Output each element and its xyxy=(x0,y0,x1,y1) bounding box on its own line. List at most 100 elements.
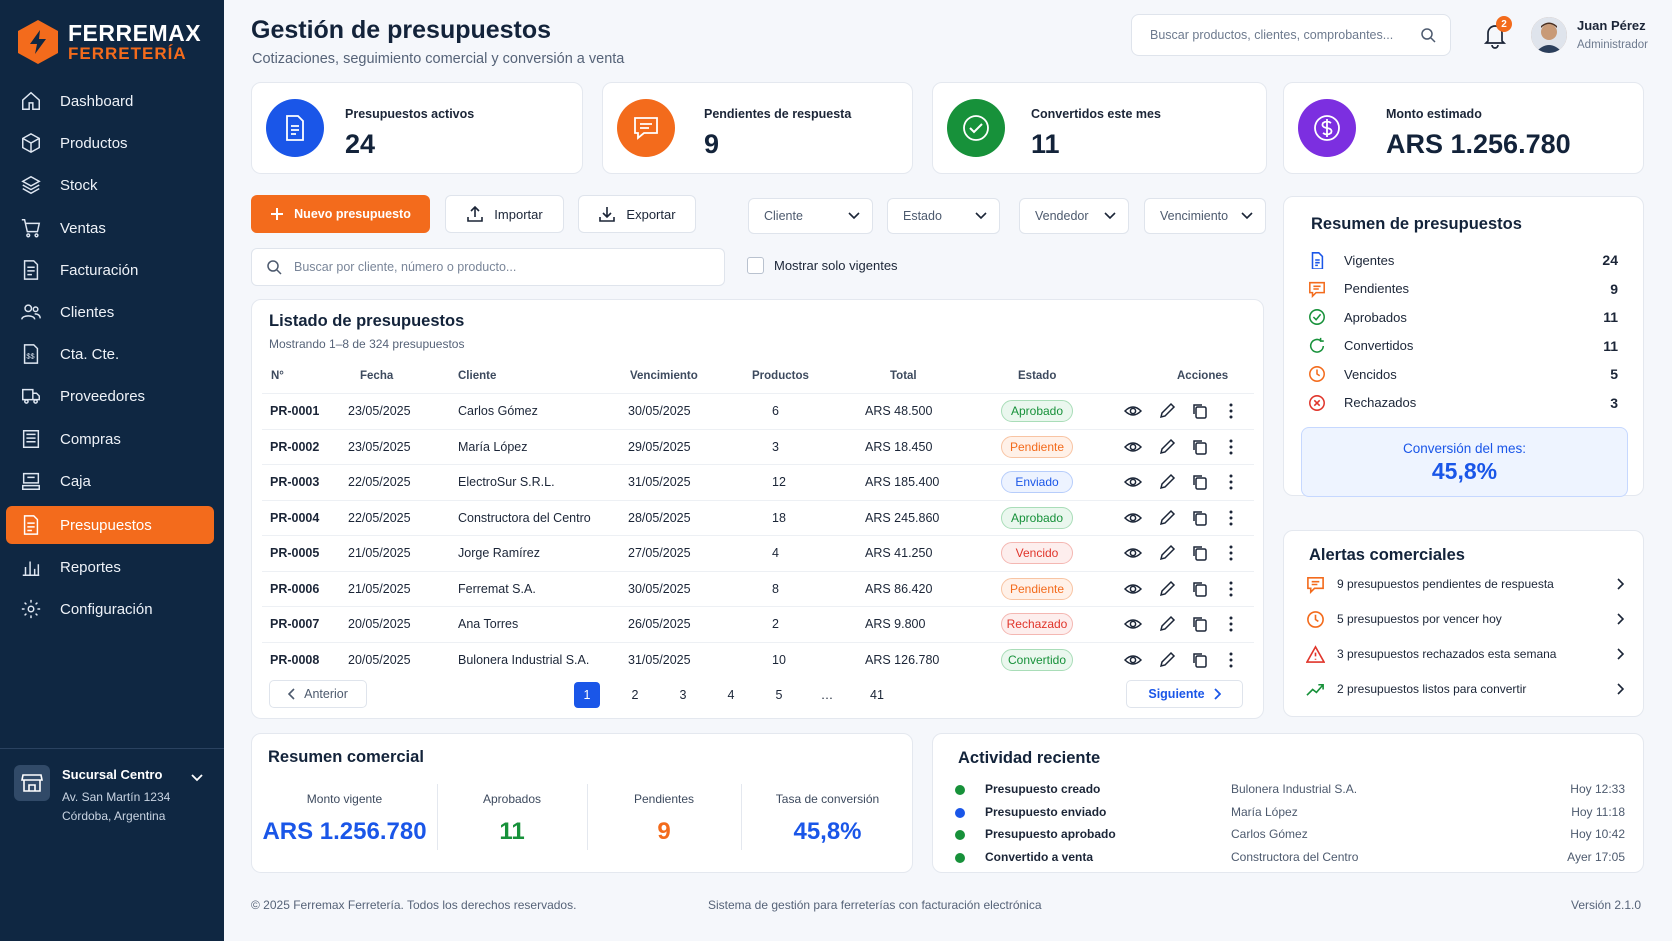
sidebar-item-ventas[interactable]: Ventas xyxy=(6,209,214,247)
eye-icon[interactable] xyxy=(1124,580,1142,598)
alert-item[interactable]: 3 presupuestos rechazados esta semana xyxy=(1306,643,1624,665)
activity-item[interactable]: Convertido a venta Constructora del Cent… xyxy=(955,849,1625,869)
budget-search-input[interactable]: Buscar por cliente, número o producto... xyxy=(251,248,725,286)
pencil-icon[interactable] xyxy=(1158,651,1176,669)
avatar[interactable] xyxy=(1531,17,1567,53)
page-number[interactable]: 1 xyxy=(574,682,600,708)
table-row[interactable]: PR-0003 22/05/2025 ElectroSur S.R.L. 31/05/… xyxy=(262,464,1254,499)
page-number[interactable]: 41 xyxy=(870,688,884,702)
sidebar-item-configuracion[interactable]: Configuración xyxy=(6,590,214,628)
sidebar-item-proveedores[interactable]: Proveedores xyxy=(6,377,214,415)
branch-selector[interactable]: Sucursal Centro Av. San Martín 1234 Córd… xyxy=(0,748,224,842)
pencil-icon[interactable] xyxy=(1158,615,1176,633)
chevron-down-icon[interactable] xyxy=(190,773,204,783)
summary-item[interactable]: Convertidos 11 xyxy=(1308,335,1618,357)
table-row[interactable]: PR-0001 23/05/2025 Carlos Gómez 30/05/2025 6… xyxy=(262,393,1254,428)
copy-icon[interactable] xyxy=(1191,402,1209,420)
pencil-icon[interactable] xyxy=(1158,438,1176,456)
alert-item[interactable]: 2 presupuestos listos para convertir xyxy=(1306,678,1624,700)
sidebar-item-facturacion[interactable]: Facturación xyxy=(6,251,214,289)
divider xyxy=(587,784,588,850)
more-vertical-icon[interactable] xyxy=(1222,651,1240,669)
sidebar-item-stock[interactable]: Stock xyxy=(6,166,214,204)
copy-icon[interactable] xyxy=(1191,580,1209,598)
column-header[interactable]: Fecha xyxy=(360,370,394,382)
copy-icon[interactable] xyxy=(1191,438,1209,456)
filter-vencimiento-select[interactable]: Vencimiento xyxy=(1144,198,1266,234)
table-row[interactable]: PR-0002 23/05/2025 María López 29/05/2025 3 A… xyxy=(262,428,1254,464)
alert-item[interactable]: 5 presupuestos por vencer hoy xyxy=(1306,608,1624,630)
filter-label: Cliente xyxy=(764,209,803,223)
eye-icon[interactable] xyxy=(1124,402,1142,420)
sidebar-item-presupuestos[interactable]: Presupuestos xyxy=(6,506,214,544)
more-vertical-icon[interactable] xyxy=(1222,615,1240,633)
table-row[interactable]: PR-0007 20/05/2025 Ana Torres 26/05/2025 2 AR… xyxy=(262,606,1254,641)
sidebar-item-compras[interactable]: Compras xyxy=(6,420,214,458)
filter-vendedor-select[interactable]: Vendedor xyxy=(1019,198,1129,234)
filter-cliente-select[interactable]: Cliente xyxy=(748,198,873,234)
eye-icon[interactable] xyxy=(1124,544,1142,562)
summary-item[interactable]: Pendientes 9 xyxy=(1308,278,1618,300)
activity-item[interactable]: Presupuesto enviado María López Hoy 11:1… xyxy=(955,804,1625,824)
brand-logo[interactable]: FERREMAX FERRETERÍA xyxy=(18,20,201,64)
pencil-icon[interactable] xyxy=(1158,509,1176,527)
eye-icon[interactable] xyxy=(1124,615,1142,633)
copy-icon[interactable] xyxy=(1191,509,1209,527)
next-page-button[interactable]: Siguiente xyxy=(1126,680,1243,708)
copy-icon[interactable] xyxy=(1191,473,1209,491)
export-button[interactable]: Exportar xyxy=(578,195,696,233)
show-valid-only-toggle[interactable]: Mostrar solo vigentes xyxy=(747,257,898,274)
table-row[interactable]: PR-0006 21/05/2025 Ferremat S.A. 30/05/2025… xyxy=(262,570,1254,606)
summary-item[interactable]: Aprobados 11 xyxy=(1308,306,1618,328)
pencil-icon[interactable] xyxy=(1158,544,1176,562)
sidebar-item-caja[interactable]: Caja xyxy=(6,462,214,500)
column-header[interactable]: Productos xyxy=(752,370,809,382)
table-row[interactable]: PR-0005 21/05/2025 Jorge Ramírez 27/05/2025… xyxy=(262,535,1254,570)
column-header[interactable]: Total xyxy=(890,370,917,382)
eye-icon[interactable] xyxy=(1124,651,1142,669)
page-number[interactable]: 4 xyxy=(727,688,735,702)
page-number[interactable]: 3 xyxy=(679,688,687,702)
summary-item[interactable]: Rechazados 3 xyxy=(1308,392,1618,414)
sidebar-item-cta-cte[interactable]: $$ Cta. Cte. xyxy=(6,335,214,373)
column-header[interactable]: Acciones xyxy=(1177,370,1229,382)
eye-icon[interactable] xyxy=(1124,509,1142,527)
filter-estado-select[interactable]: Estado xyxy=(887,198,1000,234)
more-vertical-icon[interactable] xyxy=(1222,473,1240,491)
activity-item[interactable]: Presupuesto aprobado Carlos Gómez Hoy 10… xyxy=(955,826,1625,846)
activity-item[interactable]: Presupuesto creado Bulonera Industrial S… xyxy=(955,781,1625,801)
more-vertical-icon[interactable] xyxy=(1222,509,1240,527)
alert-item[interactable]: 9 presupuestos pendientes de respuesta xyxy=(1306,573,1624,595)
more-vertical-icon[interactable] xyxy=(1222,438,1240,456)
copy-icon[interactable] xyxy=(1191,544,1209,562)
sidebar-item-clientes[interactable]: Clientes xyxy=(6,293,214,331)
global-search-input[interactable]: Buscar productos, clientes, comprobantes… xyxy=(1131,14,1451,56)
eye-icon[interactable] xyxy=(1124,438,1142,456)
more-vertical-icon[interactable] xyxy=(1222,580,1240,598)
column-header[interactable]: Estado xyxy=(1018,370,1057,382)
previous-page-button[interactable]: Anterior xyxy=(269,680,367,708)
page-number[interactable]: 5 xyxy=(775,688,783,702)
copy-icon[interactable] xyxy=(1191,615,1209,633)
import-button[interactable]: Importar xyxy=(445,195,564,233)
pencil-icon[interactable] xyxy=(1158,402,1176,420)
more-vertical-icon[interactable] xyxy=(1222,402,1240,420)
sidebar-item-dashboard[interactable]: Dashboard xyxy=(6,82,214,120)
new-budget-button[interactable]: Nuevo presupuesto xyxy=(251,195,430,233)
table-row[interactable]: PR-0004 22/05/2025 Constructora del Centro… xyxy=(262,499,1254,535)
column-header[interactable]: Vencimiento xyxy=(630,370,698,382)
more-vertical-icon[interactable] xyxy=(1222,544,1240,562)
summary-item[interactable]: Vencidos 5 xyxy=(1308,363,1618,385)
sidebar-item-productos[interactable]: Productos xyxy=(6,124,214,162)
copy-icon[interactable] xyxy=(1191,651,1209,669)
column-header[interactable]: Cliente xyxy=(458,370,497,382)
pencil-icon[interactable] xyxy=(1158,580,1176,598)
sidebar-item-reportes[interactable]: Reportes xyxy=(6,548,214,586)
pencil-icon[interactable] xyxy=(1158,473,1176,491)
summary-item[interactable]: Vigentes 24 xyxy=(1308,249,1618,271)
table-row[interactable]: PR-0008 20/05/2025 Bulonera Industrial S.A… xyxy=(262,641,1254,677)
checkbox[interactable] xyxy=(747,257,764,274)
eye-icon[interactable] xyxy=(1124,473,1142,491)
column-header[interactable]: N° xyxy=(271,370,284,382)
page-number[interactable]: 2 xyxy=(631,688,639,702)
